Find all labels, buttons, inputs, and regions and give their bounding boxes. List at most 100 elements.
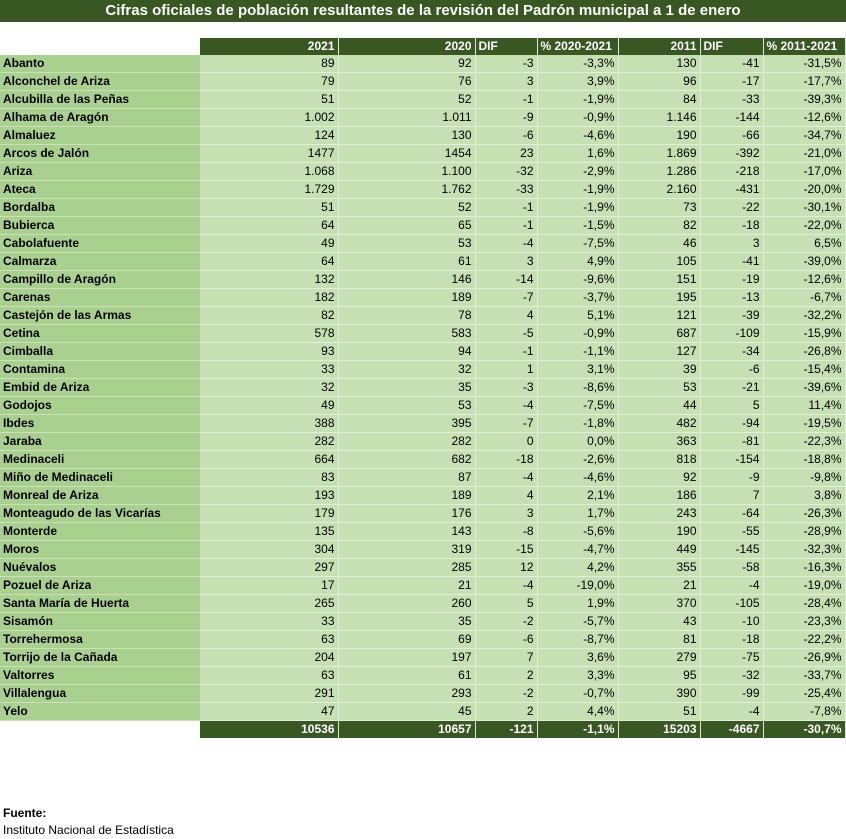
header-2021: 2021 (200, 38, 339, 55)
dif-2020: -5 (475, 324, 538, 343)
total-pct-2011-2021: -30,7% (763, 720, 846, 738)
value-2021: 179 (200, 504, 339, 523)
dif-2011: -9 (700, 468, 764, 487)
municipality-name: Ateca (0, 180, 200, 199)
pct-2020-2021: -7,5% (537, 234, 619, 253)
dif-2020: 3 (475, 72, 538, 91)
value-2011: 243 (618, 504, 701, 523)
municipality-name: Godojos (0, 396, 200, 415)
pct-2011-2021: -31,5% (763, 55, 846, 73)
municipality-name: Torrehermosa (0, 630, 200, 649)
municipality-name: Calmarza (0, 252, 200, 271)
dif-2020: -2 (475, 684, 538, 703)
pct-2011-2021: -22,0% (763, 216, 846, 235)
dif-2011: -21 (700, 378, 764, 397)
pct-2011-2021: -32,2% (763, 306, 846, 325)
pct-2011-2021: -17,0% (763, 162, 846, 181)
pct-2020-2021: 3,1% (537, 360, 619, 379)
dif-2020: -3 (475, 55, 538, 73)
municipality-name: Cetina (0, 324, 200, 343)
table-row: Abanto 89 92 -3 -3,3% 130 -41 -31,5% (0, 55, 846, 73)
pct-2020-2021: -19,0% (537, 576, 619, 595)
dif-2020: -2 (475, 612, 538, 631)
pct-2020-2021: -4,6% (537, 126, 619, 145)
dif-2011: -99 (700, 684, 764, 703)
value-2021: 124 (200, 126, 339, 145)
value-2011: 1.869 (618, 144, 701, 163)
value-2011: 53 (618, 378, 701, 397)
pct-2020-2021: 4,4% (537, 702, 619, 721)
dif-2011: -81 (700, 432, 764, 451)
value-2011: 687 (618, 324, 701, 343)
dif-2020: -1 (475, 216, 538, 235)
dif-2020: -7 (475, 414, 538, 433)
pct-2020-2021: -8,6% (537, 378, 619, 397)
table-row: Alconchel de Ariza 79 76 3 3,9% 96 -17 -17,7% (0, 72, 846, 91)
municipality-name: Villalengua (0, 684, 200, 703)
totals-row: 10536 10657 -121 -1,1% 15203 -4667 -30,7… (0, 720, 846, 738)
dif-2020: -4 (475, 396, 538, 415)
municipality-name: Jaraba (0, 432, 200, 451)
dif-2011: -41 (700, 55, 764, 73)
value-2021: 1.729 (200, 180, 339, 199)
value-2020: 130 (338, 126, 476, 145)
value-2020: 53 (338, 234, 476, 253)
pct-2020-2021: -1,9% (537, 90, 619, 109)
dif-2011: -144 (700, 108, 764, 127)
value-2021: 82 (200, 306, 339, 325)
value-2011: 51 (618, 702, 701, 721)
pct-2020-2021: -3,3% (537, 55, 619, 73)
table-row: Embid de Ariza 32 35 -3 -8,6% 53 -21 -39,6% (0, 378, 846, 397)
value-2011: 186 (618, 486, 701, 505)
value-2020: 143 (338, 522, 476, 541)
pct-2011-2021: -9,8% (763, 468, 846, 487)
dif-2020: 5 (475, 594, 538, 613)
dif-2011: -33 (700, 90, 764, 109)
value-2020: 69 (338, 630, 476, 649)
pct-2011-2021: 6,5% (763, 234, 846, 253)
municipality-name: Campillo de Aragón (0, 270, 200, 289)
dif-2020: -33 (475, 180, 538, 199)
pct-2011-2021: -25,4% (763, 684, 846, 703)
dif-2011: -66 (700, 126, 764, 145)
pct-2020-2021: -1,9% (537, 198, 619, 217)
total-2020: 10657 (338, 720, 476, 738)
value-2021: 578 (200, 324, 339, 343)
pct-2011-2021: -17,7% (763, 72, 846, 91)
pct-2020-2021: -1,5% (537, 216, 619, 235)
pct-2020-2021: -2,6% (537, 450, 619, 469)
dif-2011: -218 (700, 162, 764, 181)
pct-2020-2021: -5,7% (537, 612, 619, 631)
municipality-name: Monterde (0, 522, 200, 541)
value-2011: 92 (618, 468, 701, 487)
value-2020: 35 (338, 612, 476, 631)
dif-2020: -18 (475, 450, 538, 469)
municipality-name: Cimballa (0, 342, 200, 361)
pct-2020-2021: 1,6% (537, 144, 619, 163)
pct-2020-2021: -0,7% (537, 684, 619, 703)
value-2020: 1.100 (338, 162, 476, 181)
dif-2011: -154 (700, 450, 764, 469)
table-row: Monteagudo de las Vicarías 179 176 3 1,7% 243… (0, 504, 846, 523)
value-2020: 583 (338, 324, 476, 343)
municipality-name: Contamina (0, 360, 200, 379)
value-2021: 282 (200, 432, 339, 451)
header-row: 2021 2020 DIF % 2020-2021 2011 DIF % 201… (0, 38, 846, 55)
dif-2020: -15 (475, 540, 538, 559)
table-row: Monterde 135 143 -8 -5,6% 190 -55 -28,9% (0, 522, 846, 541)
value-2011: 151 (618, 270, 701, 289)
value-2021: 17 (200, 576, 339, 595)
value-2021: 49 (200, 396, 339, 415)
totals-blank-cell (0, 720, 200, 738)
value-2020: 197 (338, 648, 476, 667)
value-2011: 449 (618, 540, 701, 559)
dif-2011: -6 (700, 360, 764, 379)
pct-2011-2021: -16,3% (763, 558, 846, 577)
dif-2020: -9 (475, 108, 538, 127)
value-2011: 370 (618, 594, 701, 613)
dif-2011: -22 (700, 198, 764, 217)
municipality-name: Arcos de Jalón (0, 144, 200, 163)
dif-2011: -4 (700, 702, 764, 721)
value-2020: 52 (338, 90, 476, 109)
value-2020: 285 (338, 558, 476, 577)
